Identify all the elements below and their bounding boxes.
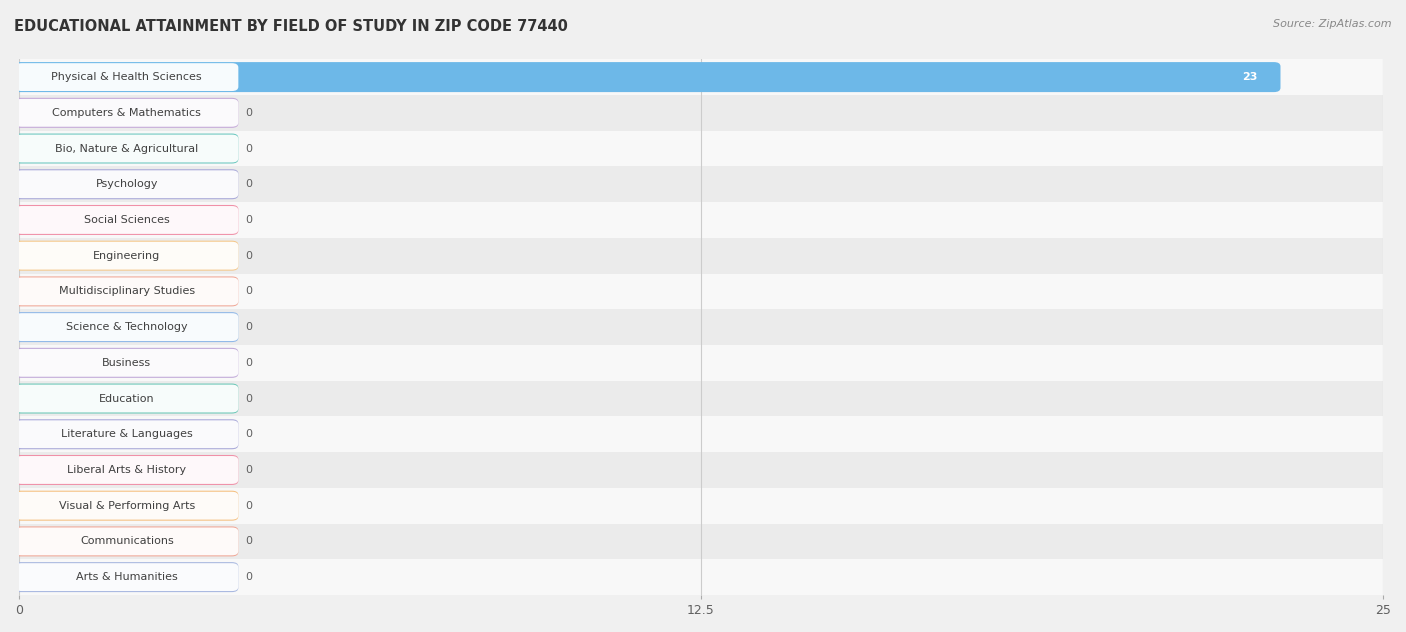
FancyBboxPatch shape [15, 456, 239, 484]
Text: Social Sciences: Social Sciences [84, 215, 170, 225]
Text: 0: 0 [246, 143, 253, 154]
Text: Physical & Health Sciences: Physical & Health Sciences [52, 72, 202, 82]
Text: Bio, Nature & Agricultural: Bio, Nature & Agricultural [55, 143, 198, 154]
Text: Liberal Arts & History: Liberal Arts & History [67, 465, 187, 475]
FancyBboxPatch shape [13, 526, 239, 556]
FancyBboxPatch shape [13, 562, 239, 592]
Text: 0: 0 [246, 286, 253, 296]
Text: 0: 0 [246, 358, 253, 368]
Bar [20, 523, 1384, 559]
Text: 0: 0 [246, 251, 253, 260]
Text: Business: Business [103, 358, 152, 368]
Text: Computers & Mathematics: Computers & Mathematics [52, 108, 201, 118]
Bar [20, 238, 1384, 274]
Text: Arts & Humanities: Arts & Humanities [76, 572, 177, 582]
FancyBboxPatch shape [15, 99, 239, 127]
Text: Psychology: Psychology [96, 179, 157, 189]
FancyBboxPatch shape [15, 206, 239, 234]
Text: 0: 0 [246, 322, 253, 332]
FancyBboxPatch shape [15, 385, 239, 413]
FancyBboxPatch shape [13, 62, 1281, 92]
Text: 23: 23 [1241, 72, 1257, 82]
FancyBboxPatch shape [13, 133, 239, 164]
Text: 0: 0 [246, 394, 253, 404]
FancyBboxPatch shape [13, 98, 239, 128]
Bar [20, 166, 1384, 202]
Bar [20, 59, 1384, 95]
FancyBboxPatch shape [13, 276, 239, 307]
Bar [20, 380, 1384, 416]
Text: EDUCATIONAL ATTAINMENT BY FIELD OF STUDY IN ZIP CODE 77440: EDUCATIONAL ATTAINMENT BY FIELD OF STUDY… [14, 19, 568, 34]
Text: 0: 0 [246, 572, 253, 582]
Text: 0: 0 [246, 108, 253, 118]
Text: 0: 0 [246, 537, 253, 547]
FancyBboxPatch shape [15, 420, 239, 448]
FancyBboxPatch shape [15, 313, 239, 341]
FancyBboxPatch shape [15, 242, 239, 270]
Text: Multidisciplinary Studies: Multidisciplinary Studies [59, 286, 195, 296]
Bar [20, 559, 1384, 595]
FancyBboxPatch shape [13, 312, 239, 342]
Bar [20, 416, 1384, 452]
Bar [20, 309, 1384, 345]
FancyBboxPatch shape [15, 135, 239, 162]
Bar [20, 131, 1384, 166]
Text: Engineering: Engineering [93, 251, 160, 260]
Text: Visual & Performing Arts: Visual & Performing Arts [59, 501, 195, 511]
FancyBboxPatch shape [13, 419, 239, 449]
FancyBboxPatch shape [13, 241, 239, 270]
Text: 0: 0 [246, 179, 253, 189]
FancyBboxPatch shape [13, 490, 239, 521]
FancyBboxPatch shape [15, 492, 239, 520]
FancyBboxPatch shape [15, 563, 239, 591]
Bar [20, 274, 1384, 309]
Bar [20, 488, 1384, 523]
Text: 0: 0 [246, 429, 253, 439]
Text: Communications: Communications [80, 537, 173, 547]
FancyBboxPatch shape [13, 169, 239, 199]
Text: Science & Technology: Science & Technology [66, 322, 187, 332]
Text: 0: 0 [246, 215, 253, 225]
FancyBboxPatch shape [15, 170, 239, 198]
FancyBboxPatch shape [13, 205, 239, 235]
FancyBboxPatch shape [15, 349, 239, 377]
Bar [20, 202, 1384, 238]
Text: Education: Education [98, 394, 155, 404]
Bar [20, 452, 1384, 488]
Text: 0: 0 [246, 465, 253, 475]
Bar [20, 95, 1384, 131]
Text: 0: 0 [246, 501, 253, 511]
FancyBboxPatch shape [13, 384, 239, 413]
FancyBboxPatch shape [13, 455, 239, 485]
FancyBboxPatch shape [13, 348, 239, 378]
Bar [20, 345, 1384, 380]
FancyBboxPatch shape [15, 63, 239, 91]
FancyBboxPatch shape [15, 277, 239, 305]
Text: Source: ZipAtlas.com: Source: ZipAtlas.com [1274, 19, 1392, 29]
FancyBboxPatch shape [15, 528, 239, 556]
Text: Literature & Languages: Literature & Languages [60, 429, 193, 439]
